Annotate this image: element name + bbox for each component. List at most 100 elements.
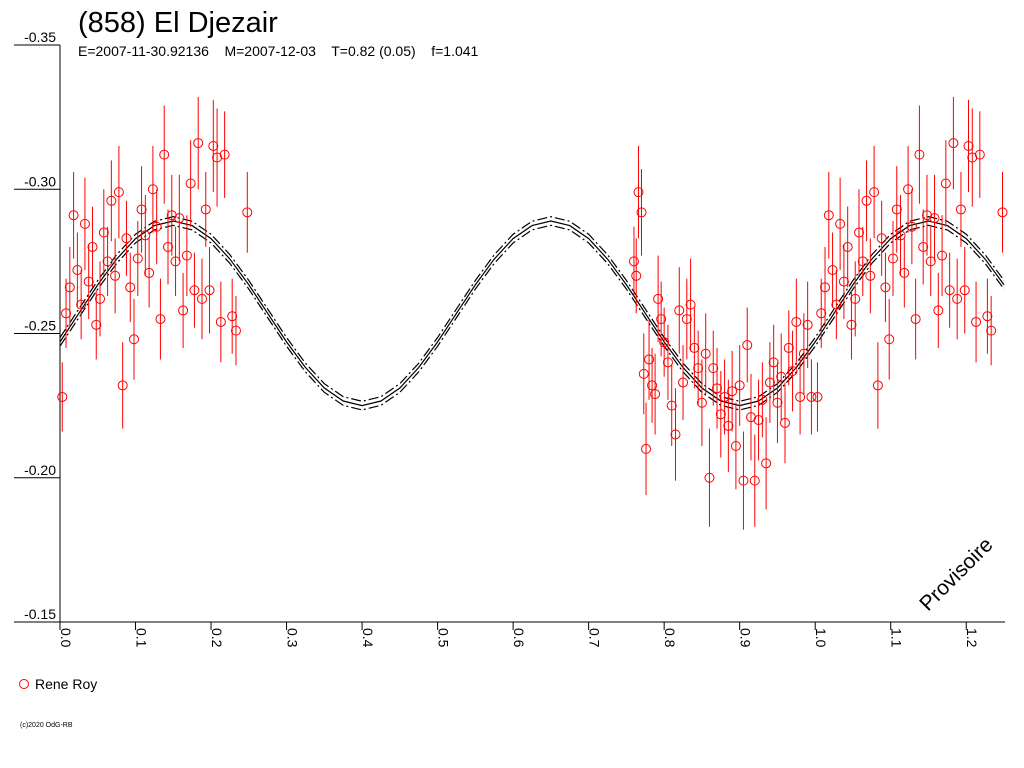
data-point [106,195,117,206]
data-point [806,391,817,402]
data-point [779,417,790,428]
data-point [757,394,768,405]
data-point [723,420,734,431]
data-point [170,256,181,267]
data-point [155,314,166,325]
data-point [666,400,677,411]
chart-subtitle: E=2007-11-30.92136 M=2007-12-03 T=0.82 (… [78,43,479,59]
data-point [230,325,241,336]
y-tick-label: -0.30 [24,173,56,189]
data-point [715,409,726,420]
data-point [952,293,963,304]
data-point [644,354,655,365]
data-point [659,337,670,348]
data-point [768,357,779,368]
data-point [125,282,136,293]
data-point [704,472,715,483]
data-point [181,250,192,261]
data-point [83,276,94,287]
data-point [812,391,823,402]
data-point [140,230,151,241]
watermark: Provisoire [915,533,997,615]
x-tick-label: 0.0 [58,628,74,648]
data-point [64,282,75,293]
data-point [204,285,215,296]
data-point [129,334,140,345]
data-point [72,265,83,276]
data-point [854,227,865,238]
data-point [102,256,113,267]
data-point [895,230,906,241]
data-point [861,195,872,206]
data-point [749,475,760,486]
data-point [689,342,700,353]
x-tick-label: 0.9 [738,628,754,648]
data-point [753,415,764,426]
data-point [982,311,993,322]
data-point [189,285,200,296]
model-lower [59,224,1005,411]
data-point [113,187,124,198]
data-point [700,348,711,359]
data-point [144,267,155,278]
data-point [215,316,226,327]
data-point [650,389,661,400]
data-point [68,210,79,221]
data-point [963,140,974,151]
data-point [914,149,925,160]
data-point [719,391,730,402]
x-tick-label: 1.1 [889,628,905,648]
x-tick-label: 1.2 [964,628,980,648]
data-point [880,282,891,293]
data-point [974,149,985,160]
legend-label: Rene Roy [35,676,97,692]
data-point [787,366,798,377]
data-point [798,348,809,359]
data-point [891,204,902,215]
chart-title: (858) El Djezair [78,7,278,39]
data-point [918,241,929,252]
data-point [212,152,223,163]
y-tick-label: -0.15 [24,606,56,622]
data-point [147,184,158,195]
data-point [838,276,849,287]
data-point [219,149,230,160]
x-tick-label: 0.5 [436,628,452,648]
x-tick-label: 0.3 [285,628,301,648]
data-point [842,241,853,252]
data-point [57,391,68,402]
data-point [816,308,827,319]
data-point [827,265,838,276]
data-point [631,270,642,281]
data-point [925,256,936,267]
data-point [61,308,72,319]
x-tick-label: 0.6 [511,628,527,648]
data-point [997,207,1008,218]
data-point [865,270,876,281]
data-point [831,299,842,310]
data-point [730,441,741,452]
data-point [674,305,685,316]
data-point [986,325,997,336]
data-point [110,270,121,281]
model-fit [59,220,1005,407]
data-point [174,213,185,224]
data-point [899,267,910,278]
data-point [742,340,753,351]
data-point [633,187,644,198]
data-point [948,138,959,149]
data-point [802,319,813,330]
data-point [166,210,177,221]
x-tick-label: 0.1 [134,628,150,648]
data-point [869,187,880,198]
data-point [208,140,219,151]
data-point [132,253,143,264]
data-point [955,204,966,215]
data-point [200,204,211,215]
data-point [738,475,749,486]
data-point [647,380,658,391]
legend-marker [19,679,29,689]
data-point [857,256,868,267]
data-point [193,138,204,149]
data-point [117,380,128,391]
